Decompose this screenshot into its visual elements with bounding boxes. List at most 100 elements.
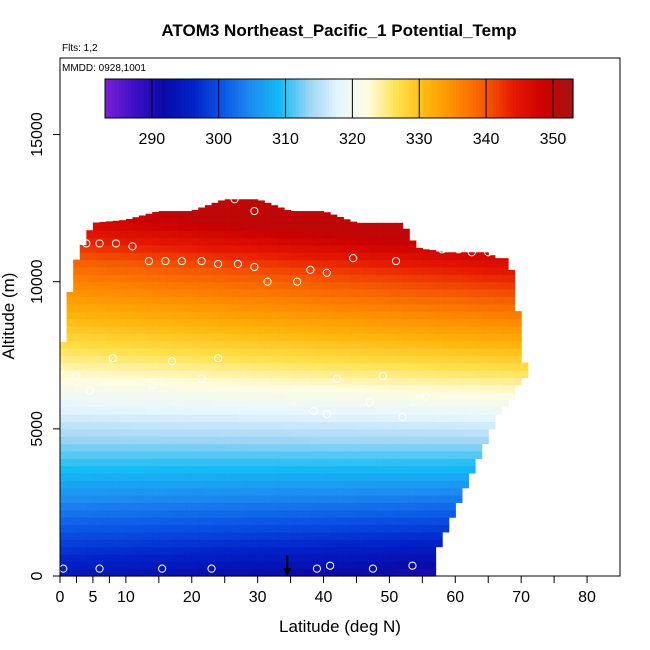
heatmap-cell — [224, 480, 232, 489]
heatmap-cell — [270, 517, 279, 526]
heatmap-cell — [461, 450, 470, 459]
heatmap-cell — [66, 291, 74, 297]
heatmap-cell — [336, 465, 344, 474]
heatmap-cell — [323, 215, 331, 224]
heatmap-cell — [158, 347, 167, 356]
heatmap-cell — [336, 230, 344, 239]
heatmap-cell — [139, 472, 147, 481]
heatmap-cell — [165, 244, 173, 253]
heatmap-cell — [508, 333, 516, 342]
heatmap-cell — [303, 369, 311, 378]
heatmap-cell — [257, 465, 265, 474]
heatmap-cell — [204, 205, 213, 209]
heatmap-cell — [73, 553, 81, 562]
heatmap-cell — [60, 392, 68, 401]
heatmap-cell — [316, 237, 325, 246]
heatmap-cell — [172, 237, 180, 246]
heatmap-cell — [152, 230, 160, 239]
heatmap-cell — [376, 274, 384, 283]
heatmap-cell — [185, 539, 193, 548]
heatmap-cell — [99, 311, 107, 320]
heatmap-cell — [204, 340, 213, 349]
heatmap-cell — [290, 369, 298, 378]
heatmap-cell — [382, 406, 391, 415]
heatmap-cell — [224, 215, 232, 224]
heatmap-cell — [152, 502, 160, 511]
heatmap-cell — [257, 244, 265, 253]
heatmap-cell — [382, 289, 391, 297]
heatmap-cell — [198, 487, 206, 496]
heatmap-cell — [330, 230, 338, 239]
heatmap-cell — [165, 531, 173, 540]
heatmap-cell — [92, 531, 101, 540]
heatmap-cell — [422, 325, 430, 334]
heatmap-cell — [270, 480, 279, 489]
colorbar-swatch — [312, 79, 317, 118]
heatmap-cell — [508, 347, 516, 356]
heatmap-cell — [112, 509, 120, 518]
colorbar-swatch — [559, 79, 564, 118]
heatmap-cell — [66, 414, 74, 423]
heatmap-cell — [514, 355, 522, 364]
heatmap-cell — [323, 472, 331, 481]
heatmap-cell — [132, 546, 140, 555]
heatmap-cell — [145, 303, 153, 312]
heatmap-cell — [152, 215, 160, 224]
heatmap-cell — [297, 340, 305, 349]
heatmap-cell — [428, 266, 437, 275]
colorbar-swatch — [445, 79, 450, 118]
heatmap-cell — [165, 222, 173, 231]
heatmap-cell — [132, 428, 140, 437]
heatmap-cell — [277, 465, 285, 474]
heatmap-cell — [73, 436, 81, 445]
heatmap-cell — [382, 443, 391, 452]
heatmap-cell — [198, 237, 206, 246]
heatmap-cell — [382, 450, 391, 459]
heatmap-cell — [455, 296, 463, 305]
heatmap-cell — [125, 546, 134, 555]
colorbar-swatch — [562, 79, 567, 118]
heatmap-cell — [508, 392, 516, 401]
heatmap-cell — [376, 311, 384, 320]
x-tick-label: 50 — [381, 589, 399, 606]
heatmap-cell — [475, 421, 483, 430]
heatmap-cell — [244, 237, 252, 246]
heatmap-cell — [448, 392, 456, 401]
heatmap-cell — [316, 259, 325, 268]
heatmap-cell — [119, 266, 127, 275]
heatmap-cell — [501, 325, 509, 334]
heatmap-cell — [211, 546, 219, 555]
heatmap-cell — [172, 428, 180, 437]
heatmap-cell — [277, 428, 285, 437]
heatmap-cell — [191, 266, 199, 275]
heatmap-cell — [99, 230, 107, 239]
colorbar-swatch — [479, 79, 484, 118]
heatmap-cell — [402, 384, 410, 393]
heatmap-cell — [396, 222, 404, 231]
heatmap-cell — [310, 495, 318, 504]
colorbar-swatch — [462, 79, 467, 118]
heatmap-cell — [303, 259, 311, 268]
heatmap-cell — [132, 480, 140, 489]
heatmap-cell — [415, 524, 423, 533]
heatmap-cell — [99, 347, 107, 356]
colorbar-swatch — [245, 79, 250, 118]
heatmap-cell — [198, 495, 206, 504]
heatmap-cell — [185, 465, 193, 474]
heatmap-cell — [92, 369, 101, 378]
heatmap-cell — [178, 377, 186, 386]
heatmap-cell — [264, 436, 272, 445]
heatmap-cell — [422, 480, 430, 489]
heatmap-cell — [125, 465, 134, 474]
heatmap-cell — [475, 355, 483, 364]
heatmap-cell — [237, 274, 246, 283]
heatmap-cell — [231, 480, 239, 489]
heatmap-cell — [389, 384, 397, 393]
heatmap-cell — [402, 524, 410, 533]
heatmap-cell — [488, 347, 496, 356]
heatmap-cell — [106, 495, 114, 504]
heatmap-cell — [277, 222, 285, 231]
heatmap-cell — [277, 450, 285, 459]
heatmap-cell — [257, 517, 265, 526]
heatmap-cell — [303, 472, 311, 481]
